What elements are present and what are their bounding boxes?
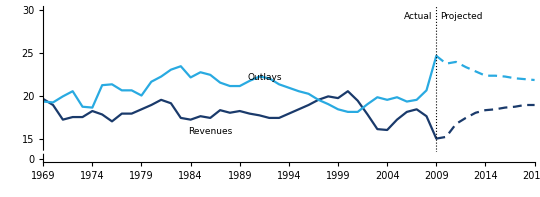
Text: Revenues: Revenues [188,126,232,136]
Text: Projected: Projected [440,12,483,21]
Text: Actual: Actual [404,12,433,21]
Text: Outlays: Outlays [247,73,281,82]
